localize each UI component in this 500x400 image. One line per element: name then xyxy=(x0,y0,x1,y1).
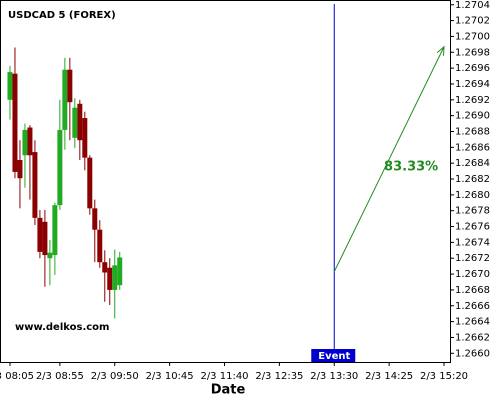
x-tick-label: 2/3 14:25 xyxy=(365,371,413,382)
candle-body xyxy=(97,229,103,263)
y-tick-label: 1.2662 xyxy=(455,332,490,343)
candle-body xyxy=(107,267,113,290)
candle-body xyxy=(102,262,108,273)
candle-body xyxy=(57,129,63,206)
chart-title: USDCAD 5 (FOREX) xyxy=(8,10,116,21)
candle-body xyxy=(32,152,38,218)
candle-body xyxy=(72,107,78,138)
candle-body xyxy=(7,72,13,100)
y-tick-label: 1.2664 xyxy=(455,317,490,328)
candle-body xyxy=(77,103,83,141)
candle-body xyxy=(82,118,88,158)
candle-body xyxy=(27,127,33,156)
y-tick-label: 1.2676 xyxy=(455,222,490,233)
y-tick-label: 1.2678 xyxy=(455,206,490,217)
candle-body xyxy=(87,157,93,209)
candle-body xyxy=(12,73,18,172)
y-tick-label: 1.2674 xyxy=(455,237,490,248)
y-tick-label: 1.2670 xyxy=(455,269,490,280)
event-label: Event xyxy=(318,351,350,362)
y-tick-label: 1.2686 xyxy=(455,142,490,153)
x-tick-label: 2/3 11:40 xyxy=(200,371,248,382)
y-tick-label: 1.2680 xyxy=(455,190,490,201)
candle-body xyxy=(52,205,58,256)
x-axis-label: Date xyxy=(211,383,246,398)
candle-body xyxy=(112,265,118,290)
y-tick-label: 1.2684 xyxy=(455,158,490,169)
y-tick-label: 1.2690 xyxy=(455,111,490,122)
x-tick-label: 2/3 08:05 xyxy=(0,371,34,382)
y-tick-label: 1.2704 xyxy=(455,0,490,11)
candle-body xyxy=(92,208,98,230)
y-tick-label: 1.2694 xyxy=(455,79,490,90)
event-box xyxy=(311,349,356,362)
y-tick-label: 1.2688 xyxy=(455,126,490,137)
y-tick-label: 1.2672 xyxy=(455,253,490,264)
candle-body xyxy=(62,69,68,130)
candle-body xyxy=(47,252,53,259)
arrow-label: 83.33% xyxy=(384,160,438,175)
x-tick-label: 2/3 12:35 xyxy=(255,371,303,382)
x-tick-label: 2/3 09:50 xyxy=(91,371,139,382)
candle-body xyxy=(67,69,73,103)
candle-body xyxy=(37,217,43,252)
y-tick-label: 1.2696 xyxy=(455,63,490,74)
x-tick-label: 2/3 10:45 xyxy=(146,371,194,382)
y-tick-label: 1.2702 xyxy=(455,16,490,27)
y-tick-label: 1.2668 xyxy=(455,285,490,296)
x-tick-label: 2/3 08:55 xyxy=(36,371,84,382)
y-tick-label: 1.2660 xyxy=(455,348,490,359)
y-tick-label: 1.2682 xyxy=(455,174,490,185)
plot-area xyxy=(0,0,451,363)
watermark: www.delkos.com xyxy=(15,322,109,333)
x-tick-label: 2/3 13:30 xyxy=(310,371,358,382)
arrow-line xyxy=(333,46,445,272)
y-tick-label: 1.2666 xyxy=(455,301,490,312)
y-tick-label: 1.2692 xyxy=(455,95,490,106)
candle-body xyxy=(17,160,23,179)
candle-body xyxy=(42,221,48,256)
y-tick-label: 1.2700 xyxy=(455,31,490,42)
arrow-head xyxy=(436,45,445,56)
y-tick-label: 1.2698 xyxy=(455,47,490,58)
x-tick-label: 2/3 15:20 xyxy=(420,371,468,382)
candle-body xyxy=(22,129,28,156)
candle-body xyxy=(117,257,123,286)
